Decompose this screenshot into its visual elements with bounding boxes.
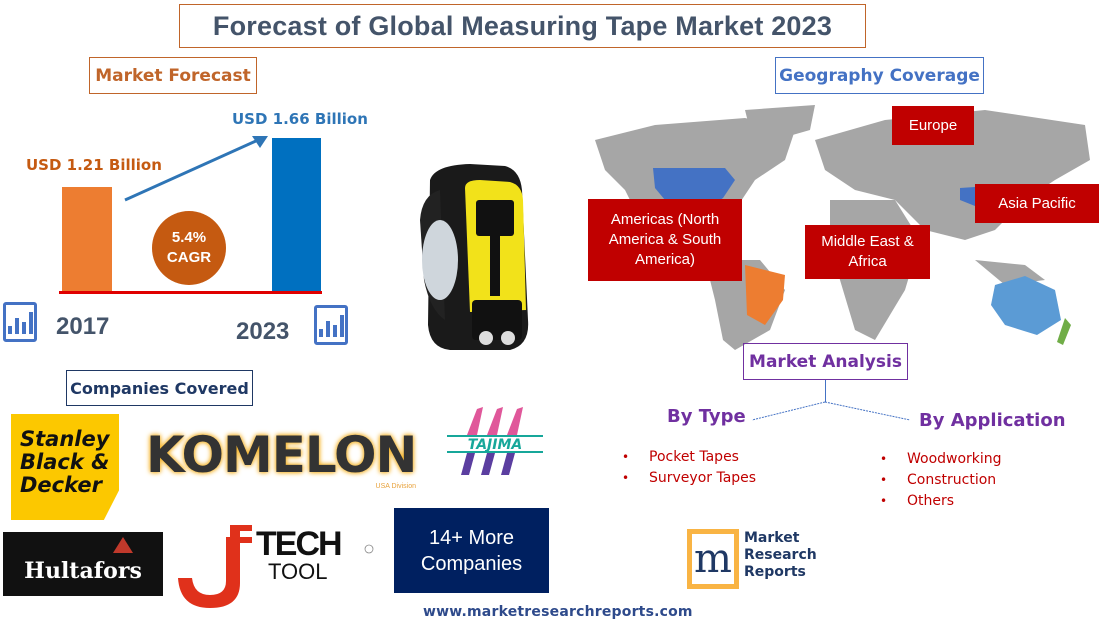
mrr-line1: Market bbox=[744, 530, 800, 546]
market-research-reports-logo: m Market Research Reports bbox=[687, 527, 827, 592]
list-item: Woodworking bbox=[880, 449, 1002, 470]
list-item: Surveyor Tapes bbox=[622, 468, 756, 489]
hultafors-logo: Hultafors bbox=[3, 532, 163, 596]
footer-url[interactable]: www.marketresearchreports.com bbox=[423, 604, 693, 620]
svg-text:TECH: TECH bbox=[256, 525, 341, 563]
by-application-header: By Application bbox=[919, 410, 1066, 431]
measuring-tape-image bbox=[420, 164, 529, 350]
value-label-2023: USD 1.66 Billion bbox=[232, 110, 368, 128]
jetech-tool-logo: TECH TOOL bbox=[178, 525, 374, 608]
more-line1: 14+ More bbox=[428, 526, 515, 549]
svg-text:TAJIMA: TAJIMA bbox=[468, 437, 522, 453]
bar-2023 bbox=[272, 138, 321, 292]
cagr-badge: 5.4% CAGR bbox=[152, 211, 226, 285]
more-line2: Companies bbox=[420, 552, 523, 575]
mrr-wordmark: Market Research Reports bbox=[744, 530, 817, 581]
region-mea-line2: Africa bbox=[848, 253, 887, 270]
cagr-label: CAGR bbox=[166, 249, 212, 266]
companies-covered-header: Companies Covered bbox=[66, 370, 253, 406]
svg-text:TOOL: TOOL bbox=[268, 559, 328, 584]
application-list: Woodworking Construction Others bbox=[880, 449, 1002, 512]
komelon-subtitle: USA Division bbox=[375, 483, 416, 490]
geography-coverage-header: Geography Coverage bbox=[775, 57, 984, 94]
hultafors-wordmark: Hultafors bbox=[24, 558, 142, 584]
region-mea-line1: Middle East & bbox=[821, 233, 914, 250]
hultafors-triangle-icon bbox=[113, 537, 133, 553]
region-asia-pacific: Asia Pacific bbox=[975, 184, 1099, 223]
market-analysis-header: Market Analysis bbox=[743, 343, 908, 380]
stanley-line3: Decker bbox=[20, 473, 102, 497]
mrr-logo-mark: m bbox=[687, 529, 739, 589]
region-americas-line2: America & South bbox=[608, 231, 722, 248]
year-2023: 2023 bbox=[236, 318, 290, 345]
region-americas: Americas (North America & South America) bbox=[588, 199, 742, 281]
year-2017: 2017 bbox=[56, 313, 110, 340]
region-europe: Europe bbox=[892, 106, 974, 145]
komelon-logo: KOMELON USA Division bbox=[146, 426, 417, 491]
bar-2017 bbox=[62, 187, 112, 292]
bar-chart-icon bbox=[3, 302, 37, 342]
stanley-line1: Stanley bbox=[20, 427, 110, 451]
title-text: Forecast of Global Measuring Tape Market… bbox=[212, 10, 833, 41]
region-americas-line3: America) bbox=[634, 251, 695, 268]
region-americas-line1: Americas (North bbox=[610, 211, 720, 228]
mrr-line3: Reports bbox=[744, 564, 806, 580]
cagr-value: 5.4% bbox=[171, 229, 207, 246]
stanley-line2: Black & bbox=[20, 450, 110, 474]
region-middle-east-africa: Middle East & Africa bbox=[805, 225, 930, 279]
tree-branches bbox=[751, 401, 911, 421]
list-item: Others bbox=[880, 491, 1002, 512]
by-type-header: By Type bbox=[667, 406, 746, 427]
type-list: Pocket Tapes Surveyor Tapes bbox=[622, 447, 756, 489]
chart-baseline bbox=[59, 291, 322, 294]
more-companies-box: 14+ More Companies bbox=[394, 508, 549, 593]
bar-chart-icon bbox=[314, 305, 348, 345]
page-title: Forecast of Global Measuring Tape Market… bbox=[179, 4, 866, 48]
mrr-m-glyph: m bbox=[694, 536, 732, 582]
mrr-line2: Research bbox=[744, 547, 817, 563]
list-item: Construction bbox=[880, 470, 1002, 491]
list-item: Pocket Tapes bbox=[622, 447, 756, 468]
growth-arrow-icon bbox=[124, 136, 268, 202]
stanley-black-decker-logo: Stanley Black & Decker bbox=[11, 414, 119, 520]
market-forecast-header: Market Forecast bbox=[89, 57, 257, 94]
tajima-logo: TAJIMA bbox=[447, 407, 543, 475]
komelon-wordmark: KOMELON bbox=[146, 426, 417, 484]
tree-connector bbox=[825, 380, 826, 402]
value-label-2017: USD 1.21 Billion bbox=[26, 156, 162, 174]
